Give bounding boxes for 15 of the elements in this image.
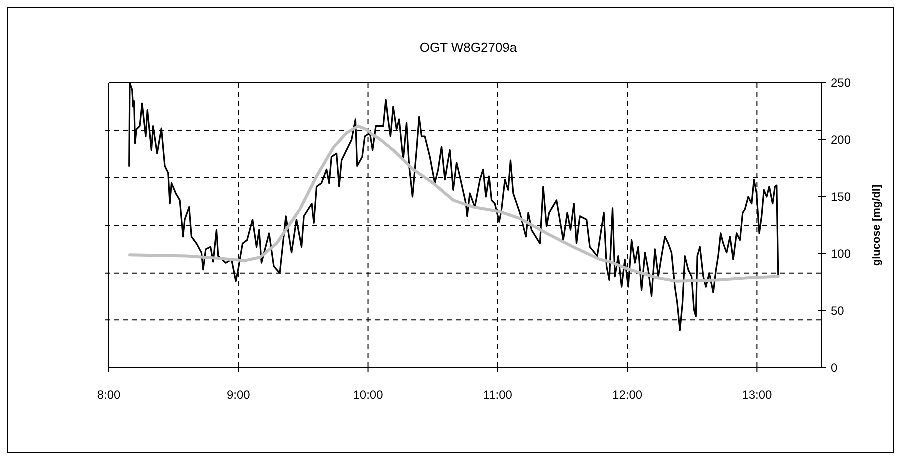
x-tick-label: 11:00	[483, 388, 513, 402]
y2-tick-label: 0	[831, 361, 838, 375]
x-tick-label: 8:00	[97, 388, 121, 402]
y2-tick-label: 50	[831, 304, 845, 318]
line-series	[128, 124, 780, 283]
x-tick-label: 12:00	[612, 388, 643, 402]
y2-axis-title: glucose [mg/dl]	[871, 184, 883, 266]
y2-tick-label: 250	[831, 76, 852, 90]
x-tick-label: 13:00	[742, 388, 773, 402]
x-tick-label: 10:00	[353, 388, 384, 402]
y2-tick-label: 200	[831, 133, 852, 147]
y2-tick-label: 150	[831, 190, 852, 204]
x-tick-label: 9:00	[226, 388, 251, 402]
y2-tick-label: 100	[831, 247, 852, 261]
chart-title: OGT W8G2709a	[420, 40, 518, 55]
